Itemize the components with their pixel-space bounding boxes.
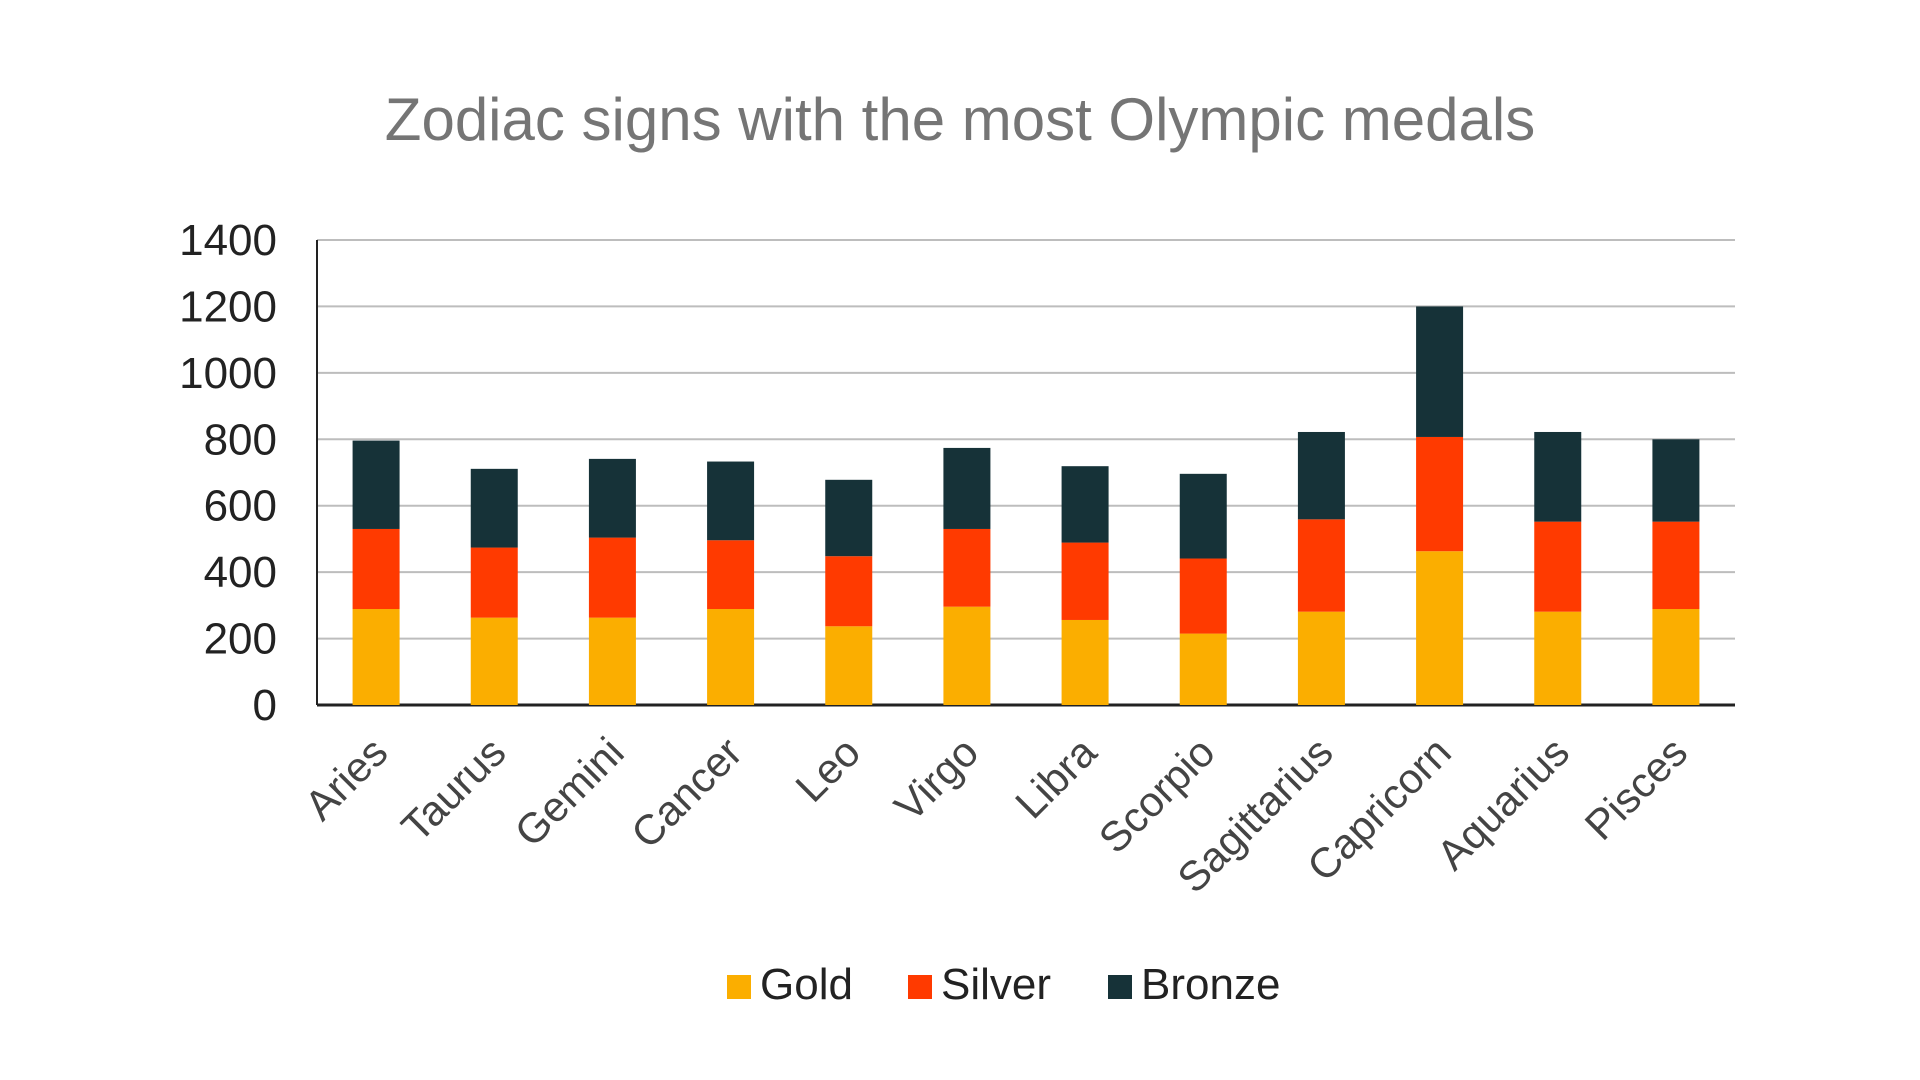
bar-silver-gemini: [588, 537, 636, 618]
bar-gold-gemini: [588, 617, 636, 705]
legend-swatch-gold: [727, 975, 751, 999]
bar-bronze-sagittarius: [1297, 431, 1345, 520]
y-tick-label: 1400: [179, 216, 277, 265]
y-tick-label: 200: [204, 615, 277, 664]
bar-gold-cancer: [707, 609, 755, 705]
bar-gold-sagittarius: [1297, 611, 1345, 705]
y-tick-label: 400: [204, 548, 277, 597]
bar-gold-virgo: [943, 606, 991, 705]
bar-bronze-aries: [352, 440, 400, 529]
bar-silver-aquarius: [1534, 521, 1582, 612]
y-tick-label: 600: [204, 482, 277, 531]
bar-silver-leo: [825, 556, 873, 627]
bar-silver-aries: [352, 528, 400, 610]
y-tick-label: 1200: [179, 282, 277, 331]
bar-bronze-scorpio: [1179, 473, 1227, 559]
y-tick-label: 0: [253, 681, 277, 730]
bar-bronze-libra: [1061, 466, 1109, 543]
bar-silver-virgo: [943, 528, 991, 607]
x-category-label: Aries: [296, 728, 397, 829]
y-tick-label: 1000: [179, 349, 277, 398]
bar-silver-capricorn: [1416, 436, 1464, 552]
x-category-label: Virgo: [885, 728, 987, 830]
bar-bronze-leo: [825, 479, 873, 557]
legend-label-bronze: Bronze: [1141, 960, 1280, 1009]
bar-gold-scorpio: [1179, 633, 1227, 705]
legend-swatch-silver: [908, 975, 932, 999]
bar-bronze-capricorn: [1416, 306, 1464, 437]
bar-gold-taurus: [470, 617, 518, 705]
x-category-label: Leo: [786, 728, 869, 811]
bar-bronze-aquarius: [1534, 431, 1582, 522]
x-category-label: Taurus: [392, 728, 514, 850]
y-tick-label: 800: [204, 415, 277, 464]
x-category-label: Pisces: [1576, 728, 1697, 849]
bar-bronze-gemini: [588, 458, 636, 538]
bar-gold-libra: [1061, 619, 1109, 705]
x-category-label: Gemini: [505, 728, 632, 855]
legend-label-gold: Gold: [760, 960, 853, 1009]
bar-silver-cancer: [707, 540, 755, 610]
bar-bronze-virgo: [943, 447, 991, 529]
legend-swatch-bronze: [1108, 975, 1132, 999]
bar-silver-pisces: [1652, 521, 1700, 610]
bar-bronze-pisces: [1652, 439, 1700, 522]
bar-bronze-cancer: [707, 461, 755, 541]
bar-silver-taurus: [470, 547, 518, 618]
bar-gold-leo: [825, 626, 873, 705]
chart-title: Zodiac signs with the most Olympic medal…: [385, 86, 1535, 153]
x-category-label: Aquarius: [1428, 728, 1578, 878]
bar-gold-pisces: [1652, 609, 1700, 705]
bar-silver-scorpio: [1179, 558, 1227, 634]
bar-silver-sagittarius: [1297, 519, 1345, 612]
x-category-label: Libra: [1006, 728, 1106, 828]
bar-bronze-taurus: [470, 468, 518, 548]
legend-label-silver: Silver: [941, 960, 1051, 1009]
bar-gold-aries: [352, 609, 400, 705]
bar-silver-libra: [1061, 542, 1109, 620]
bar-gold-capricorn: [1416, 551, 1464, 705]
bar-gold-aquarius: [1534, 611, 1582, 705]
x-category-label: Cancer: [622, 728, 751, 857]
